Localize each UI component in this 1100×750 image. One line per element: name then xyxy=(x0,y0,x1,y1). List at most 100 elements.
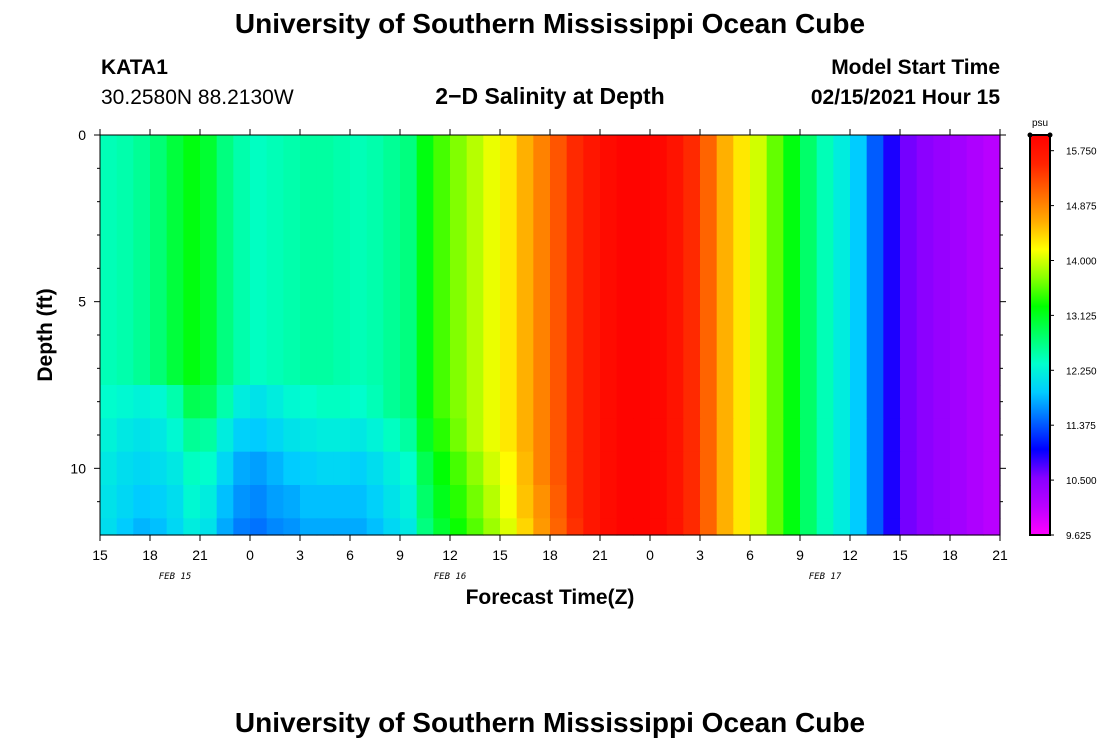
colorbar-tick-label: 14.875 xyxy=(1066,202,1097,213)
heatmap-cell xyxy=(266,451,284,486)
heatmap-cell xyxy=(866,135,884,386)
heatmap-cell xyxy=(400,485,418,519)
heatmap-cell xyxy=(900,518,918,536)
heatmap-cell xyxy=(900,418,918,453)
heatmap-cell xyxy=(933,485,951,519)
x-tick-label: 18 xyxy=(542,547,558,563)
heatmap-cell xyxy=(416,418,434,453)
heatmap-cell xyxy=(533,485,551,519)
heatmap-cell xyxy=(783,385,801,419)
heatmap-cell xyxy=(183,418,201,453)
heatmap-cell xyxy=(916,135,934,386)
heatmap-cell xyxy=(333,385,351,419)
x-tick-label: 15 xyxy=(892,547,908,563)
heatmap-cell xyxy=(650,451,668,486)
heatmap-cell xyxy=(683,518,701,536)
heatmap-cell xyxy=(916,451,934,486)
heatmap-cell xyxy=(650,518,668,536)
heatmap-cell xyxy=(500,135,518,386)
heatmap-cell xyxy=(566,518,584,536)
heatmap-cell xyxy=(366,418,384,453)
heatmap-cell xyxy=(150,451,168,486)
heatmap-cell xyxy=(183,135,201,386)
heatmap-cell xyxy=(933,451,951,486)
heatmap-cell xyxy=(150,518,168,536)
heatmap-cell xyxy=(416,135,434,386)
heatmap-cell xyxy=(166,418,184,453)
heatmap-cell xyxy=(716,418,734,453)
heatmap-cell xyxy=(766,418,784,453)
heatmap-cell xyxy=(166,485,184,519)
x-tick-label: 21 xyxy=(192,547,208,563)
heatmap-cell xyxy=(866,485,884,519)
station-id: KATA1 xyxy=(101,56,168,79)
heatmap-cell xyxy=(300,385,318,419)
heatmap-cell xyxy=(816,485,834,519)
heatmap-cell xyxy=(233,451,251,486)
heatmap-cell xyxy=(466,451,484,486)
heatmap-cell xyxy=(916,418,934,453)
heatmap-cell xyxy=(116,485,134,519)
heatmap-cell xyxy=(966,385,984,419)
heatmap-cell xyxy=(983,518,1001,536)
heatmap-cell xyxy=(516,135,534,386)
heatmap-cell xyxy=(833,418,851,453)
heatmap-cell xyxy=(516,451,534,486)
heatmap-cell xyxy=(300,418,318,453)
heatmap-cell xyxy=(116,135,134,386)
heatmap-cell xyxy=(483,451,501,486)
heatmap-cell xyxy=(866,518,884,536)
heatmap-cell xyxy=(733,135,751,386)
heatmap-cell xyxy=(166,451,184,486)
heatmap-cell xyxy=(233,385,251,419)
heatmap-cell xyxy=(283,135,301,386)
heatmap-cell xyxy=(600,135,618,386)
heatmap-cell xyxy=(300,518,318,536)
heatmap-cell xyxy=(550,485,568,519)
heatmap-cell xyxy=(533,385,551,419)
heatmap-cell xyxy=(816,518,834,536)
heatmap-cell xyxy=(400,385,418,419)
heatmap-cell xyxy=(483,418,501,453)
y-tick-label: 0 xyxy=(78,127,86,143)
heatmap-cell xyxy=(183,485,201,519)
heatmap-cell xyxy=(833,451,851,486)
heatmap-cell xyxy=(333,451,351,486)
x-tick-label: 12 xyxy=(442,547,458,563)
heatmap-cell xyxy=(616,385,634,419)
heatmap-cell xyxy=(983,385,1001,419)
heatmap-cell xyxy=(500,451,518,486)
heatmap-cell xyxy=(766,451,784,486)
heatmap-cell xyxy=(200,451,218,486)
heatmap-cell xyxy=(100,135,118,386)
heatmap-cell xyxy=(883,518,901,536)
heatmap-cell xyxy=(800,485,818,519)
heatmap-cell xyxy=(283,485,301,519)
footer-title: University of Southern Mississippi Ocean… xyxy=(234,707,866,738)
heatmap-cell xyxy=(550,135,568,386)
heatmap-cell xyxy=(466,518,484,536)
colorbar-tick-label: 12.250 xyxy=(1066,366,1097,377)
heatmap-cell xyxy=(350,385,368,419)
x-tick-label: 21 xyxy=(592,547,608,563)
heatmap-cell xyxy=(316,451,334,486)
heatmap-cell xyxy=(366,135,384,386)
heatmap-cell xyxy=(583,385,601,419)
heatmap-cell xyxy=(883,135,901,386)
heatmap-cell xyxy=(716,135,734,386)
model-start-label: Model Start Time xyxy=(831,56,1000,79)
heatmap-cell xyxy=(150,385,168,419)
x-tick-label: 0 xyxy=(646,547,654,563)
heatmap-cell xyxy=(633,518,651,536)
heatmap-cell xyxy=(250,418,268,453)
heatmap-cell xyxy=(650,135,668,386)
heatmap-cell xyxy=(950,451,968,486)
heatmap-cell xyxy=(833,135,851,386)
heatmap-cell xyxy=(700,418,718,453)
heatmap-cell xyxy=(650,418,668,453)
heatmap-cell xyxy=(566,135,584,386)
heatmap-cell xyxy=(200,135,218,386)
heatmap-cell xyxy=(800,135,818,386)
colorbar-tick-label: 14.000 xyxy=(1066,256,1097,267)
